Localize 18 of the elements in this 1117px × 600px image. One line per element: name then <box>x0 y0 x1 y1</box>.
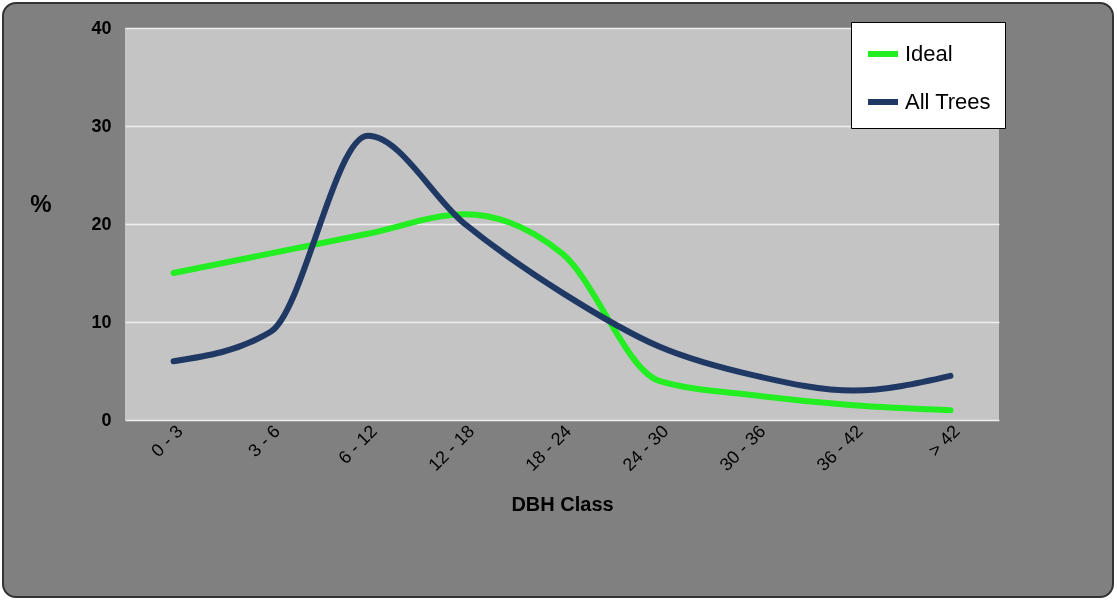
x-axis-title: DBH Class <box>511 492 614 515</box>
x-tick-label: 18 - 24 <box>521 421 576 475</box>
x-tick-label: 0 - 3 <box>147 421 187 461</box>
legend-label: All Trees <box>905 89 991 114</box>
y-axis-title: % <box>30 189 52 217</box>
y-tick-label: 30 <box>91 115 112 136</box>
x-tick-label: 36 - 42 <box>812 421 867 475</box>
y-tick-label: 40 <box>91 17 112 38</box>
x-tick-label: 30 - 36 <box>715 421 770 475</box>
x-tick-label: 24 - 30 <box>618 421 673 475</box>
y-tick-label: 10 <box>91 311 112 332</box>
y-tick-label: 0 <box>101 409 112 430</box>
x-tick-label: 6 - 12 <box>334 421 382 468</box>
y-tick-label: 20 <box>91 213 112 234</box>
x-tick-label: > 42 <box>924 421 964 461</box>
x-tick-label: 12 - 18 <box>424 421 479 475</box>
x-tick-label: 3 - 6 <box>244 421 284 461</box>
legend-label: Ideal <box>905 41 953 66</box>
